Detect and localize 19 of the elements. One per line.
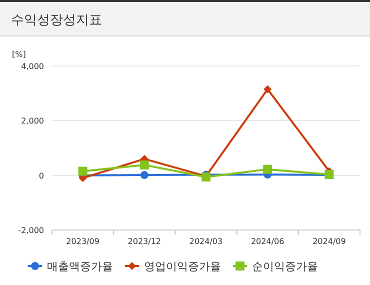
x-tick-label: 2023/09: [66, 237, 100, 246]
y-tick-label: 0: [38, 171, 44, 180]
point: [263, 164, 272, 174]
point: [140, 171, 148, 180]
point: [140, 160, 149, 170]
x-tick-label: 2024/03: [189, 237, 223, 246]
y-tick-label: 2,000: [21, 116, 44, 126]
point: [78, 166, 88, 176]
x-tick-label: 2023/12: [128, 237, 162, 246]
legend-label: 영업이익증가율: [144, 260, 221, 273]
y-tick-label: 4,000: [21, 62, 44, 71]
point: [264, 85, 272, 94]
legend-label: 순이익증가율: [252, 260, 318, 273]
x-tick-label: 2024/09: [312, 237, 346, 246]
x-tick-label: 2024/06: [250, 237, 284, 246]
legend-label: 매출액증가율: [47, 260, 113, 273]
y-tick-label: -2,000: [18, 226, 44, 235]
chart-title: 수익성장성지표: [11, 13, 102, 28]
y-axis-title: [%]: [12, 50, 26, 59]
